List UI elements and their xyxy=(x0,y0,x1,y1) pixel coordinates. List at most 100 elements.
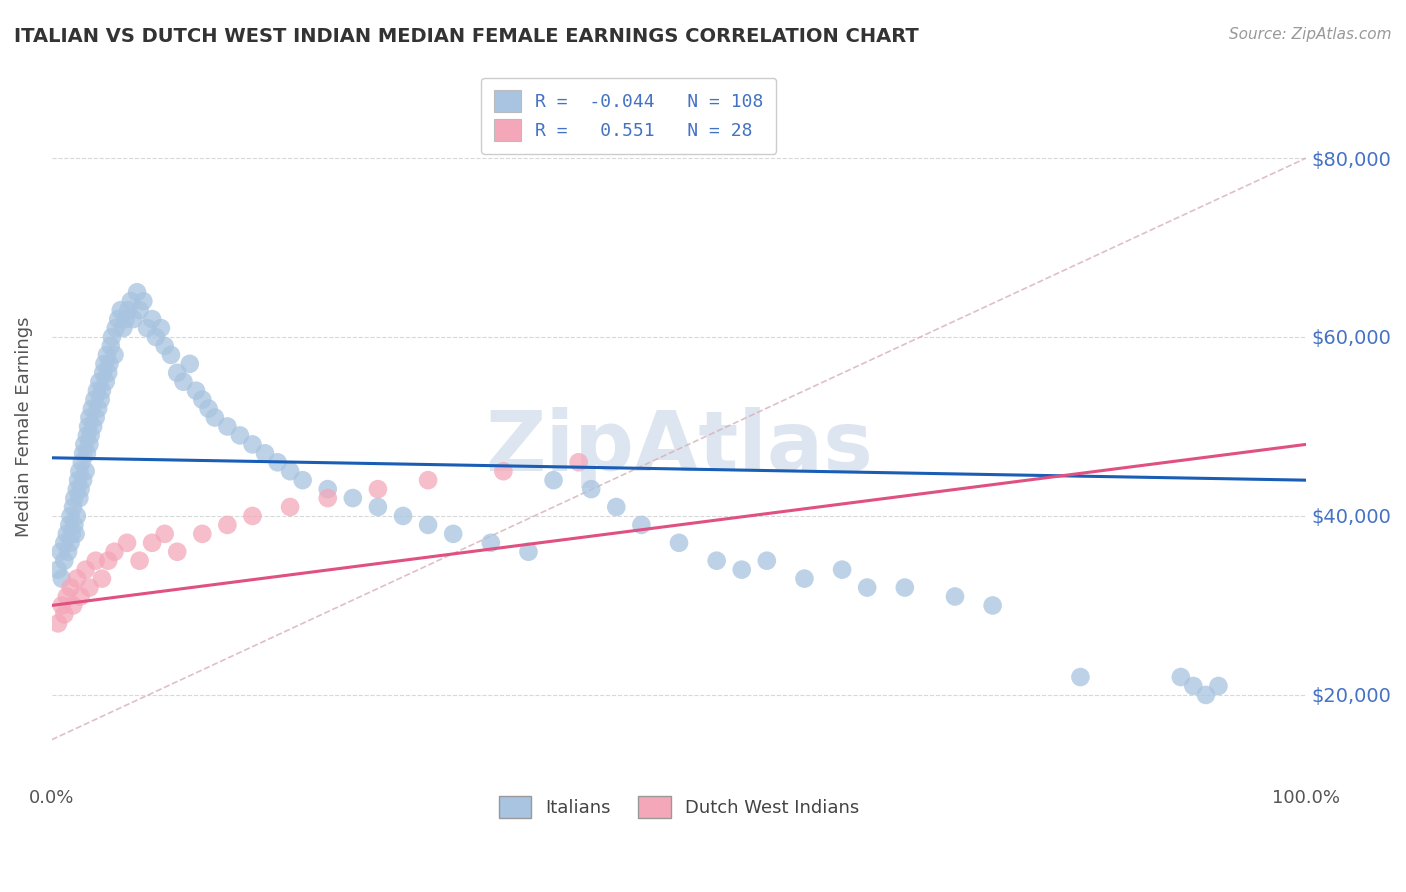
Point xyxy=(70,455,93,469)
Point xyxy=(367,482,389,496)
Point xyxy=(160,348,183,362)
Point xyxy=(191,526,214,541)
Point xyxy=(103,545,125,559)
Point xyxy=(67,473,90,487)
Point xyxy=(204,410,226,425)
Point xyxy=(291,473,314,487)
Point xyxy=(172,375,194,389)
Point xyxy=(67,464,90,478)
Point xyxy=(1182,679,1205,693)
Point xyxy=(98,357,121,371)
Point xyxy=(66,508,89,523)
Point xyxy=(80,401,103,416)
Point xyxy=(49,545,72,559)
Point xyxy=(367,500,389,514)
Point xyxy=(90,572,112,586)
Point xyxy=(1195,688,1218,702)
Point xyxy=(115,536,138,550)
Point xyxy=(217,419,239,434)
Point xyxy=(66,482,89,496)
Point xyxy=(56,526,79,541)
Point xyxy=(894,581,917,595)
Point xyxy=(153,339,176,353)
Point xyxy=(53,554,76,568)
Point xyxy=(856,581,879,595)
Point xyxy=(112,321,135,335)
Text: ITALIAN VS DUTCH WEST INDIAN MEDIAN FEMALE EARNINGS CORRELATION CHART: ITALIAN VS DUTCH WEST INDIAN MEDIAN FEMA… xyxy=(14,27,918,45)
Point xyxy=(63,491,86,505)
Point xyxy=(392,508,415,523)
Point xyxy=(89,375,111,389)
Point xyxy=(145,330,167,344)
Point xyxy=(416,473,439,487)
Point xyxy=(79,437,101,451)
Point xyxy=(97,366,120,380)
Point xyxy=(66,572,89,586)
Point xyxy=(543,473,565,487)
Point xyxy=(981,599,1004,613)
Point xyxy=(101,330,124,344)
Point xyxy=(79,428,101,442)
Point xyxy=(1208,679,1230,693)
Point xyxy=(90,384,112,398)
Point xyxy=(69,590,91,604)
Point xyxy=(75,563,97,577)
Point xyxy=(104,321,127,335)
Point xyxy=(53,607,76,622)
Point xyxy=(63,517,86,532)
Point xyxy=(94,375,117,389)
Point xyxy=(87,401,110,416)
Point xyxy=(342,491,364,505)
Point xyxy=(59,536,82,550)
Point xyxy=(668,536,690,550)
Point xyxy=(943,590,966,604)
Point xyxy=(97,554,120,568)
Point xyxy=(103,348,125,362)
Point xyxy=(46,616,69,631)
Point xyxy=(84,554,107,568)
Point xyxy=(579,482,602,496)
Point xyxy=(132,294,155,309)
Point xyxy=(122,312,145,326)
Point xyxy=(114,312,136,326)
Point xyxy=(316,482,339,496)
Point xyxy=(125,285,148,300)
Point xyxy=(67,491,90,505)
Point xyxy=(492,464,515,478)
Point xyxy=(217,517,239,532)
Point xyxy=(479,536,502,550)
Point xyxy=(630,517,652,532)
Point xyxy=(141,312,163,326)
Point xyxy=(75,464,97,478)
Point xyxy=(278,464,301,478)
Point xyxy=(59,508,82,523)
Point xyxy=(76,428,98,442)
Point xyxy=(51,572,73,586)
Point xyxy=(153,526,176,541)
Point xyxy=(793,572,815,586)
Point xyxy=(77,419,100,434)
Point xyxy=(568,455,591,469)
Point xyxy=(90,392,112,407)
Point xyxy=(56,590,79,604)
Point xyxy=(73,437,96,451)
Point xyxy=(706,554,728,568)
Point xyxy=(136,321,159,335)
Point xyxy=(60,526,83,541)
Point xyxy=(229,428,252,442)
Point xyxy=(128,554,150,568)
Point xyxy=(1170,670,1192,684)
Point xyxy=(184,384,207,398)
Point xyxy=(91,366,114,380)
Point xyxy=(128,303,150,318)
Point xyxy=(120,294,142,309)
Point xyxy=(416,517,439,532)
Point xyxy=(831,563,853,577)
Point xyxy=(110,303,132,318)
Point xyxy=(83,392,105,407)
Point xyxy=(441,526,464,541)
Point xyxy=(86,384,108,398)
Point xyxy=(59,581,82,595)
Point xyxy=(84,410,107,425)
Point xyxy=(72,473,94,487)
